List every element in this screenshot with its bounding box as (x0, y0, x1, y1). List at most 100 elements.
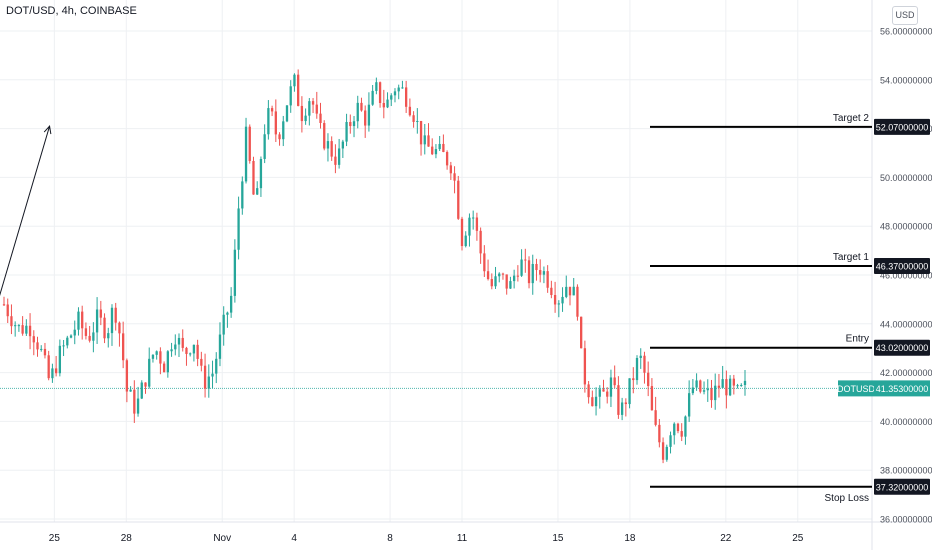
candle-body (88, 335, 91, 341)
level-label-target2: Target 2 (833, 113, 870, 124)
candle-body (516, 275, 520, 277)
candle-body (103, 317, 106, 339)
candle-body (594, 396, 598, 407)
candle-body (479, 230, 482, 254)
y-tick-label: 48.00000000 (880, 222, 932, 232)
candle-body (632, 378, 635, 381)
candle-body (278, 134, 281, 140)
candle-body (512, 275, 516, 282)
x-tick-label: 4 (291, 533, 297, 544)
candle-body (315, 104, 318, 114)
candle-body (125, 360, 129, 392)
chart-title: DOT/USD, 4h, COINBASE (6, 5, 137, 17)
projection-arrow (0, 125, 52, 297)
candle-body (427, 135, 430, 147)
candle-body (222, 314, 225, 335)
candle-body (591, 397, 594, 407)
candle-body (442, 143, 445, 153)
y-tick-label: 56.00000000 (880, 27, 932, 37)
candle-body (51, 368, 54, 379)
candle-body (215, 358, 218, 374)
candle-body (162, 363, 166, 373)
candle-body (107, 333, 110, 339)
y-tick-label: 38.00000000 (880, 466, 932, 476)
candle-body (244, 126, 248, 182)
candle-body (557, 303, 560, 305)
currency-button[interactable]: USD (892, 6, 918, 25)
candle-body (367, 104, 371, 126)
candle-body (166, 351, 169, 373)
candle-body (211, 373, 214, 377)
candle-body (36, 342, 39, 350)
price-axis[interactable]: 36.00000000 38.00000000 40.00000000 42.0000… (880, 27, 932, 525)
candle-body (293, 74, 296, 87)
candle-body (285, 105, 289, 122)
candle-body (69, 335, 73, 338)
candle-body (639, 355, 642, 358)
candle-body (375, 82, 378, 91)
candle-body (531, 263, 534, 284)
candle-body (334, 156, 337, 165)
candle-body (434, 149, 438, 155)
candle-body (576, 286, 579, 317)
candle-body (728, 378, 732, 396)
candle-body (647, 372, 650, 387)
candle-body (684, 416, 687, 437)
candle-body (658, 424, 661, 443)
level-label-stoploss: Stop Loss (825, 493, 869, 504)
candle-body (54, 368, 58, 374)
candle-body (527, 260, 531, 284)
candle-body (457, 180, 460, 219)
candle-body (580, 316, 583, 349)
candle-body (311, 101, 315, 105)
candle-body (710, 388, 713, 401)
candle-body (550, 287, 553, 296)
candle-body (58, 345, 62, 374)
candle-body (423, 135, 426, 145)
candle-body (129, 389, 132, 392)
time-axis[interactable]: 25 28 Nov 4 8 11 15 18 22 25 (49, 533, 804, 544)
candle-body (539, 270, 542, 275)
candle-body (613, 377, 616, 386)
trade-levels: Target 2 Target 1 Entry Stop Loss (650, 113, 872, 504)
candle-body (308, 101, 311, 116)
candle-body (740, 385, 743, 387)
candle-body (337, 148, 341, 165)
candle-body (743, 380, 747, 386)
candle-body (241, 181, 244, 209)
candle-body (28, 325, 32, 337)
candle-body (151, 354, 155, 359)
candle-body (81, 311, 84, 329)
candle-body (203, 365, 207, 389)
candle-body (185, 347, 188, 354)
candle-body (95, 309, 99, 333)
candle-body (330, 141, 333, 157)
candle-body (721, 379, 724, 388)
level-tag-target1 (874, 257, 930, 274)
candle-body (155, 351, 158, 355)
candle-body (602, 389, 605, 392)
candle-body (505, 274, 508, 289)
candle-body (226, 312, 229, 315)
candle-body (494, 276, 497, 287)
candle-body (267, 108, 270, 135)
candle-body (475, 217, 479, 231)
candle-body (661, 442, 665, 460)
candle-body (192, 344, 196, 354)
x-tick-label: 15 (552, 533, 564, 544)
symbol-tag (838, 380, 874, 397)
candle-body (323, 123, 326, 149)
candle-body (695, 380, 698, 388)
candle-body (10, 316, 13, 327)
candle-body (140, 382, 143, 399)
level-tag-entry (874, 339, 930, 356)
candle-body (2, 304, 6, 306)
candle-body (643, 355, 646, 373)
x-tick-label: 11 (457, 533, 468, 544)
candle-body (114, 307, 117, 323)
candle-body (282, 121, 285, 140)
candle-body (524, 259, 527, 261)
candle-body (32, 336, 35, 343)
candle-body (133, 389, 136, 414)
